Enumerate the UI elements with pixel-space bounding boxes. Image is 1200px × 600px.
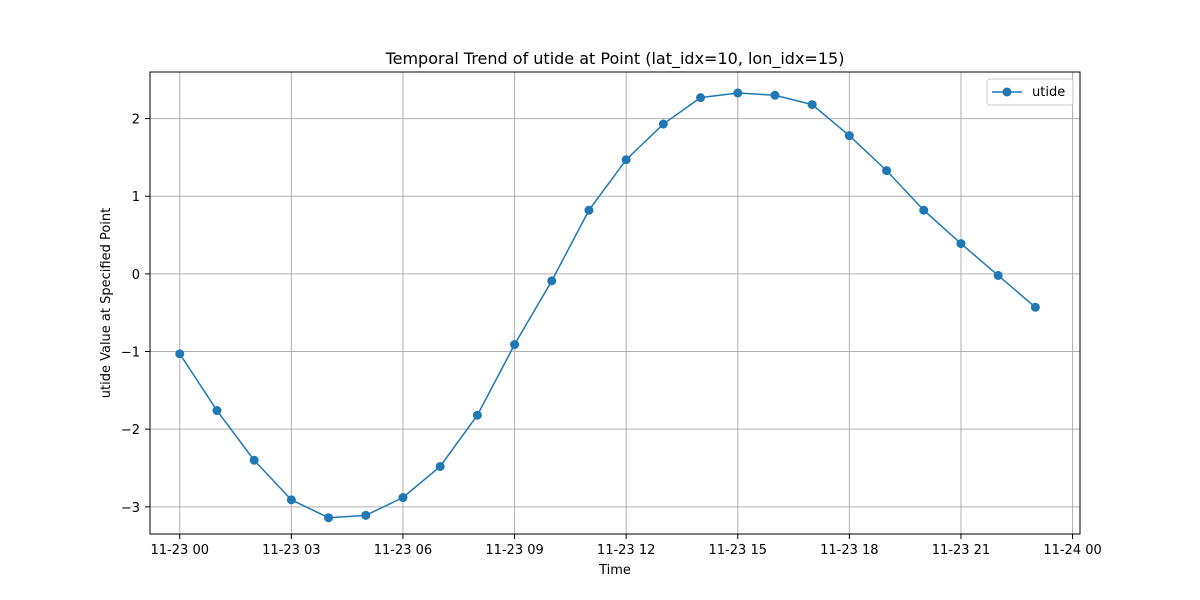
data-point-utide	[621, 155, 631, 165]
x-tick-label: 11-23 06	[374, 543, 432, 558]
data-point-utide	[361, 510, 371, 520]
chart-title: Temporal Trend of utide at Point (lat_id…	[385, 49, 845, 69]
data-point-utide	[324, 513, 334, 523]
y-ticks: 2 1 0 −1 −2 −3	[121, 113, 150, 516]
data-point-utide	[584, 205, 594, 215]
grid-layer	[150, 72, 1080, 534]
x-tick-label: 11-23 03	[262, 543, 320, 558]
y-tick-label: −2	[121, 423, 140, 438]
data-point-utide	[993, 270, 1003, 280]
data-point-utide	[696, 93, 706, 103]
data-point-utide	[510, 340, 520, 350]
data-point-utide	[286, 495, 296, 505]
data-point-utide	[472, 410, 482, 420]
x-tick-label: 11-23 15	[709, 543, 767, 558]
data-point-utide	[733, 88, 743, 98]
data-point-utide	[882, 166, 892, 176]
y-tick-label: 2	[132, 113, 140, 128]
y-tick-label: 1	[132, 190, 140, 205]
series-layer	[175, 88, 1040, 523]
x-ticks: 11-23 00 11-23 03 11-23 06 11-23 09 11-23 12…	[151, 534, 1102, 558]
y-tick-label: −1	[121, 346, 140, 361]
series-line-utide	[179, 92, 1036, 519]
x-tick-label: 11-23 18	[820, 543, 878, 558]
data-point-utide	[435, 461, 445, 471]
x-tick-label: 11-24 00	[1043, 543, 1101, 558]
data-point-utide	[249, 455, 259, 465]
legend-box	[986, 78, 1074, 106]
data-point-utide	[919, 205, 929, 215]
legend: utide	[986, 78, 1074, 106]
y-axis-label: utide Value at Specified Point	[99, 208, 114, 398]
x-tick-label: 11-23 21	[932, 543, 990, 558]
data-point-utide	[844, 131, 854, 141]
data-point-utide	[807, 100, 817, 110]
data-point-utide	[956, 239, 966, 249]
data-point-utide	[547, 276, 557, 286]
x-tick-label: 11-23 00	[151, 543, 209, 558]
y-tick-label: −3	[121, 501, 140, 516]
data-point-utide	[1030, 302, 1040, 312]
plot-area-frame	[149, 71, 1081, 535]
data-point-utide	[658, 119, 668, 129]
data-point-utide	[398, 493, 408, 503]
data-point-utide	[175, 349, 185, 359]
x-axis-label: Time	[598, 563, 631, 578]
legend-label-utide: utide	[1032, 85, 1065, 100]
x-tick-label: 11-23 12	[597, 543, 655, 558]
data-point-utide	[212, 406, 222, 416]
legend-marker	[1002, 87, 1012, 97]
x-tick-label: 11-23 09	[485, 543, 543, 558]
data-point-utide	[770, 90, 780, 100]
y-tick-label: 0	[132, 268, 140, 283]
